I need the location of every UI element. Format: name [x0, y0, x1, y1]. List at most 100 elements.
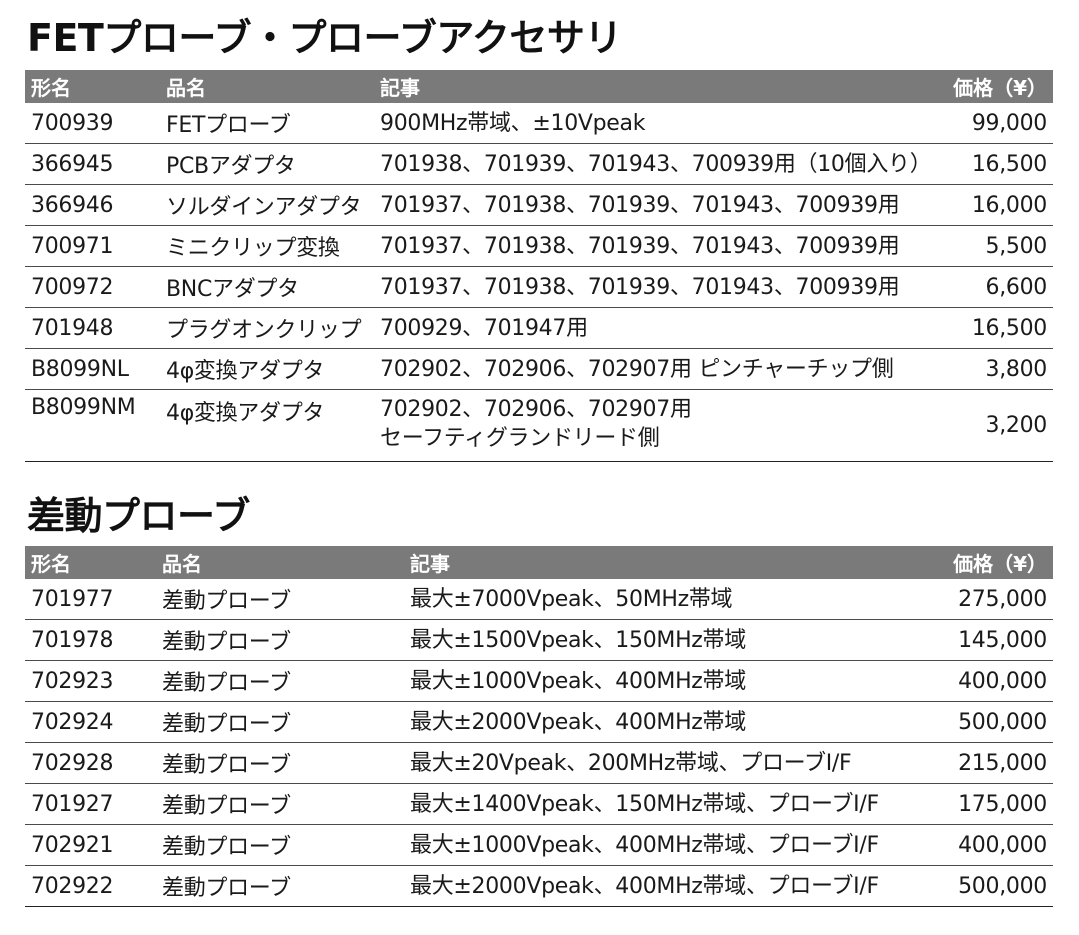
model-cell: 366946 [25, 184, 160, 226]
note-line: 900MHz帯域、±10Vpeak [380, 110, 646, 136]
model-cell: 701948 [25, 307, 160, 349]
note-cell: 702902、702906、702907用 セーフティグランドリード側 [374, 389, 943, 462]
note-cell: 最大±1000Vpeak、400MHz帯域 [404, 660, 924, 702]
table-body: 701977 差動プローブ 最大±7000Vpeak、50MHz帯域 275,000 7… [25, 579, 1053, 907]
price-cell: 400,000 [924, 660, 1053, 702]
model-cell: 366945 [25, 143, 160, 185]
table-header-row: 形名 品名 記事 価格（¥） [25, 546, 1053, 579]
column-header-note: 記事 [404, 546, 924, 579]
name-cell: 差動プローブ [156, 579, 404, 620]
name-cell: BNCアダプタ [160, 266, 374, 308]
table-row: 366945 PCBアダプタ 701938、701939、701943、700939… [25, 143, 1053, 185]
model-cell: 700939 [25, 103, 160, 144]
note-cell: 900MHz帯域、±10Vpeak [374, 103, 943, 144]
table-row: 700971 ミニクリップ変換 701937、701938、701939、70194… [25, 225, 1053, 267]
model-cell: 701927 [25, 783, 156, 825]
price-cell: 16,500 [943, 143, 1053, 185]
price-cell: 3,200 [943, 389, 1053, 462]
price-cell: 16,500 [943, 307, 1053, 349]
note-cell: 最大±2000Vpeak、400MHz帯域 [404, 701, 924, 743]
model-cell: 700972 [25, 266, 160, 308]
note-line: 最大±7000Vpeak、50MHz帯域 [410, 586, 733, 612]
column-header-note: 記事 [374, 70, 943, 103]
note-line: 最大±2000Vpeak、400MHz帯域 [410, 709, 746, 735]
table-row: 701927 差動プローブ 最大±1400Vpeak、150MHz帯域、プローブI/… [25, 783, 1053, 825]
model-cell: 702923 [25, 660, 156, 702]
name-cell: 差動プローブ [156, 742, 404, 784]
note-cell: 701937、701938、701939、701943、700939用 [374, 184, 943, 226]
note-cell: 最大±1500Vpeak、150MHz帯域 [404, 619, 924, 661]
model-cell: 701978 [25, 619, 156, 661]
price-cell: 5,500 [943, 225, 1053, 267]
price-cell: 275,000 [924, 579, 1053, 620]
note-cell: 最大±1000Vpeak、400MHz帯域、プローブI/F [404, 824, 924, 866]
section-title-fet-probes: FETプローブ・プローブアクセサリ [27, 16, 622, 60]
column-header-name: 品名 [156, 546, 404, 579]
table-row: 702928 差動プローブ 最大±20Vpeak、200MHz帯域、プローブI/F 2… [25, 742, 1053, 784]
table-row: 701948 プラグオンクリップ 700929、701947用 16,500 [25, 307, 1053, 349]
name-cell: ソルダインアダプタ [160, 184, 374, 226]
model-cell: B8099NM [25, 389, 160, 462]
note-line: 702902、702906、702907用 [380, 397, 692, 422]
note-cell: 700929、701947用 [374, 307, 943, 349]
column-header-price: 価格（¥） [924, 546, 1053, 579]
note-cell: 702902、702906、702907用 ピンチャーチップ側 [374, 348, 943, 390]
note-cell: 最大±2000Vpeak、400MHz帯域、プローブI/F [404, 865, 924, 907]
name-cell: 4φ変換アダプタ [160, 348, 374, 390]
note-cell: 701937、701938、701939、701943、700939用 [374, 266, 943, 308]
name-cell: ミニクリップ変換 [160, 225, 374, 267]
price-cell: 500,000 [924, 865, 1053, 907]
table-row: 702924 差動プローブ 最大±2000Vpeak、400MHz帯域 500,000 [25, 701, 1053, 743]
note-line: 最大±2000Vpeak、400MHz帯域、プローブI/F [410, 873, 879, 899]
note-line: 最大±20Vpeak、200MHz帯域、プローブI/F [410, 750, 852, 776]
model-cell: B8099NL [25, 348, 160, 390]
section-title-differential-probes: 差動プローブ [27, 494, 250, 538]
table-row: 366946 ソルダインアダプタ 701937、701938、701939、7019… [25, 184, 1053, 226]
table-row: B8099NL 4φ変換アダプタ 702902、702906、702907用 ピンチ… [25, 348, 1053, 390]
name-cell: プラグオンクリップ [160, 307, 374, 349]
table-row: 701977 差動プローブ 最大±7000Vpeak、50MHz帯域 275,000 [25, 579, 1053, 620]
note-cell: 701938、701939、701943、700939用（10個入り） [374, 143, 943, 185]
note-cell: 最大±1400Vpeak、150MHz帯域、プローブI/F [404, 783, 924, 825]
price-cell: 145,000 [924, 619, 1053, 661]
model-cell: 701977 [25, 579, 156, 620]
note-line: セーフティグランドリード側 [380, 426, 660, 451]
price-cell: 16,000 [943, 184, 1053, 226]
price-cell: 400,000 [924, 824, 1053, 866]
note-line: 最大±1000Vpeak、400MHz帯域 [410, 668, 746, 694]
model-cell: 702921 [25, 824, 156, 866]
name-cell: 4φ変換アダプタ [160, 389, 374, 462]
table-body: 700939 FETプローブ 900MHz帯域、±10Vpeak 99,000 3669… [25, 103, 1053, 462]
model-cell: 702922 [25, 865, 156, 907]
price-cell: 500,000 [924, 701, 1053, 743]
model-cell: 702928 [25, 742, 156, 784]
name-cell: PCBアダプタ [160, 143, 374, 185]
name-cell: 差動プローブ [156, 660, 404, 702]
table-header-row: 形名 品名 記事 価格（¥） [25, 70, 1053, 103]
name-cell: 差動プローブ [156, 824, 404, 866]
name-cell: 差動プローブ [156, 783, 404, 825]
price-cell: 175,000 [924, 783, 1053, 825]
fet-probe-table: 形名 品名 記事 価格（¥） 700939 FETプローブ 900MHz帯域、±10… [25, 70, 1053, 462]
name-cell: 差動プローブ [156, 701, 404, 743]
table-row: 702923 差動プローブ 最大±1000Vpeak、400MHz帯域 400,000 [25, 660, 1053, 702]
column-header-price: 価格（¥） [943, 70, 1053, 103]
table-row: 702921 差動プローブ 最大±1000Vpeak、400MHz帯域、プローブI/… [25, 824, 1053, 866]
note-line: 最大±1000Vpeak、400MHz帯域、プローブI/F [410, 832, 879, 858]
table-row: 702922 差動プローブ 最大±2000Vpeak、400MHz帯域、プローブI/… [25, 865, 1053, 907]
name-cell: FETプローブ [160, 103, 374, 144]
table-row: 700972 BNCアダプタ 701937、701938、701939、701943… [25, 266, 1053, 308]
note-cell: 最大±7000Vpeak、50MHz帯域 [404, 579, 924, 620]
note-line: 701937、701938、701939、701943、700939用 [380, 233, 900, 259]
table-row: 701978 差動プローブ 最大±1500Vpeak、150MHz帯域 145,000 [25, 619, 1053, 661]
price-cell: 215,000 [924, 742, 1053, 784]
note-line: 701937、701938、701939、701943、700939用 [380, 274, 900, 300]
name-cell: 差動プローブ [156, 619, 404, 661]
note-line: 702902、702906、702907用 ピンチャーチップ側 [380, 356, 894, 382]
table-row: 700939 FETプローブ 900MHz帯域、±10Vpeak 99,000 [25, 103, 1053, 144]
note-line: 700929、701947用 [380, 315, 588, 341]
model-cell: 702924 [25, 701, 156, 743]
price-cell: 3,800 [943, 348, 1053, 390]
note-cell: 最大±20Vpeak、200MHz帯域、プローブI/F [404, 742, 924, 784]
differential-probe-table: 形名 品名 記事 価格（¥） 701977 差動プローブ 最大±7000Vpeak、… [25, 546, 1053, 907]
